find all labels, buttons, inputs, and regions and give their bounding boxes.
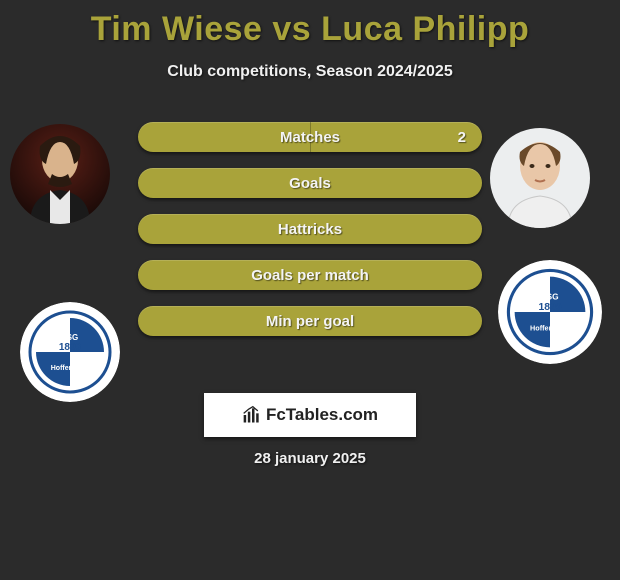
brand-box: FcTables.com (204, 393, 416, 437)
player-left-club-logo: TSG 1899 Hoffenheim (20, 302, 120, 402)
player-right-portrait (490, 128, 590, 228)
stat-bars: Matches 2 Goals Hattricks Goals per matc… (138, 122, 482, 352)
brand-text: FcTables.com (242, 405, 378, 425)
chart-icon (242, 405, 262, 425)
stat-value-right: 2 (458, 122, 466, 152)
player-left-portrait-svg (10, 124, 110, 224)
svg-text:TSG: TSG (541, 292, 558, 302)
stat-label: Hattricks (138, 214, 482, 244)
page-subtitle: Club competitions, Season 2024/2025 (0, 63, 620, 81)
stat-label: Matches (138, 122, 482, 152)
stat-label: Min per goal (138, 306, 482, 336)
brand-label: FcTables.com (266, 405, 378, 425)
stat-bar-matches: Matches 2 (138, 122, 482, 152)
player-left-portrait (10, 124, 110, 224)
stat-bar-goals: Goals (138, 168, 482, 198)
player-right-club-logo: TSG 1899 Hoffenheim (498, 260, 602, 364)
stat-bar-mpg: Min per goal (138, 306, 482, 336)
svg-text:TSG: TSG (62, 333, 78, 342)
stat-label: Goals (138, 168, 482, 198)
player-right-portrait-svg (490, 128, 590, 228)
stat-bar-gpm: Goals per match (138, 260, 482, 290)
stat-bar-hattricks: Hattricks (138, 214, 482, 244)
stat-label: Goals per match (138, 260, 482, 290)
page-title: Tim Wiese vs Luca Philipp (0, 0, 620, 49)
svg-text:Hoffenheim: Hoffenheim (530, 324, 571, 333)
svg-text:1899: 1899 (59, 342, 82, 353)
generation-date: 28 january 2025 (0, 450, 620, 467)
hoffenheim-logo-left: TSG 1899 Hoffenheim (20, 302, 120, 402)
svg-text:Hoffenheim: Hoffenheim (51, 365, 90, 372)
svg-text:1899: 1899 (538, 302, 561, 313)
hoffenheim-logo-right: TSG 1899 Hoffenheim (498, 260, 602, 364)
